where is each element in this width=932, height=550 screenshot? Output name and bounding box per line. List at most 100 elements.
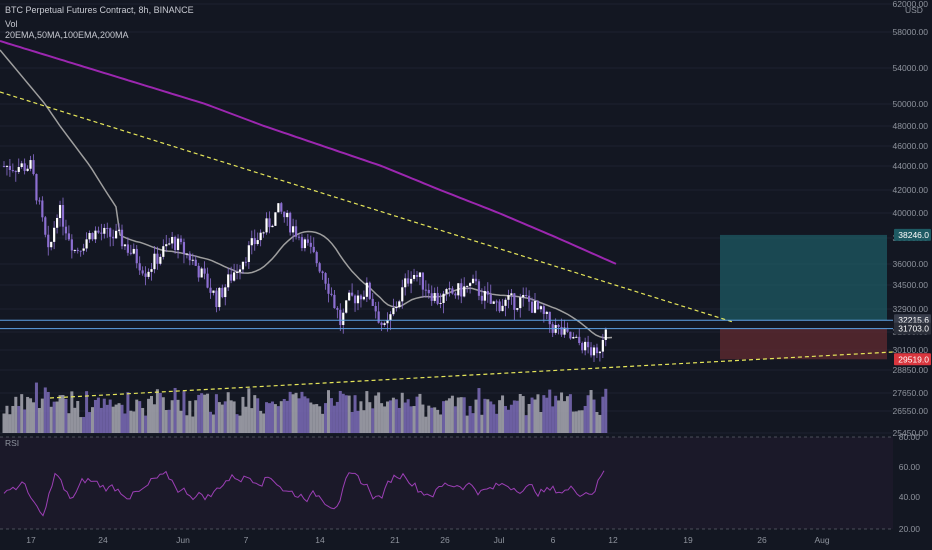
ma200-line bbox=[0, 40, 617, 265]
price-tick-label: 28850.00 bbox=[893, 365, 929, 375]
volume-bar bbox=[338, 390, 342, 433]
volume-bar bbox=[362, 410, 366, 433]
volume-bar bbox=[147, 398, 151, 433]
candle-body bbox=[457, 283, 460, 296]
volume-bar bbox=[226, 392, 230, 433]
candle-body bbox=[398, 301, 401, 308]
volume-bar bbox=[509, 404, 513, 433]
volume-bar bbox=[580, 410, 584, 433]
candle-body bbox=[144, 273, 147, 277]
price-tick-label: 48000.00 bbox=[893, 121, 929, 131]
volume-bar bbox=[335, 401, 339, 433]
candle-body bbox=[297, 236, 301, 238]
candle-body bbox=[436, 293, 439, 304]
candle-body bbox=[460, 283, 463, 297]
volume-bar bbox=[235, 414, 239, 433]
time-axis[interactable]: 17 24 Jun 7 14 21 26 Jul 6 12 19 26 Aug bbox=[26, 535, 830, 545]
volume-bar bbox=[453, 406, 457, 433]
candle-body bbox=[333, 294, 336, 309]
volume-bar bbox=[430, 407, 434, 433]
volume-bar bbox=[206, 393, 210, 433]
candle-body bbox=[557, 325, 560, 327]
time-tick-label: 21 bbox=[390, 535, 400, 545]
rsi-label: RSI bbox=[5, 438, 19, 448]
candle-body bbox=[439, 302, 442, 304]
candle-body bbox=[318, 263, 321, 272]
volume-bar bbox=[217, 402, 221, 433]
volume-bar bbox=[498, 400, 502, 433]
candle-body bbox=[575, 336, 578, 338]
price-tick-label: 50000.00 bbox=[893, 99, 929, 109]
price-tick-label: 62000.00 bbox=[893, 0, 929, 9]
volume-bar bbox=[282, 398, 286, 433]
candle-body bbox=[371, 298, 374, 306]
candle-body bbox=[271, 225, 274, 228]
candle-body bbox=[507, 295, 510, 300]
candle-body bbox=[300, 237, 304, 249]
candle-body bbox=[294, 226, 298, 237]
candle-body bbox=[516, 308, 519, 310]
candle-body bbox=[380, 322, 383, 325]
volume-bar bbox=[117, 403, 121, 433]
candle-body bbox=[123, 244, 127, 247]
candle-body bbox=[274, 212, 277, 226]
candle-body bbox=[227, 274, 230, 288]
candle-body bbox=[589, 347, 593, 356]
volume-bar bbox=[88, 412, 92, 433]
candle-body bbox=[44, 217, 47, 235]
volume-bar bbox=[126, 392, 130, 433]
volume-bar bbox=[506, 409, 510, 433]
candle-body bbox=[528, 295, 531, 302]
candle-body bbox=[126, 244, 129, 253]
time-tick-label: Jun bbox=[176, 535, 190, 545]
volume-bar bbox=[61, 395, 65, 433]
candle-body bbox=[132, 248, 135, 254]
candle-body bbox=[112, 236, 115, 239]
candle-body bbox=[466, 285, 469, 287]
volume-bar bbox=[456, 397, 460, 433]
volume-bar bbox=[11, 405, 15, 433]
volume-bar bbox=[412, 406, 416, 433]
candle-body bbox=[477, 281, 481, 296]
volume-bar bbox=[17, 406, 21, 433]
price-tick-label: 36000.00 bbox=[893, 259, 929, 269]
price-axis[interactable]: 62000.00 58000.00 54000.00 50000.00 48000.00… bbox=[893, 0, 932, 550]
volume-bar bbox=[265, 402, 269, 433]
volume-bar bbox=[604, 388, 608, 433]
volume-bar bbox=[495, 413, 499, 433]
candle-body bbox=[76, 249, 79, 251]
time-tick-label: 6 bbox=[551, 535, 556, 545]
candle-body bbox=[386, 320, 389, 324]
candle-body bbox=[498, 301, 501, 312]
volume-bar bbox=[465, 415, 469, 433]
candle-body bbox=[395, 307, 398, 309]
candle-body bbox=[194, 259, 197, 266]
volume-bar bbox=[214, 394, 218, 433]
volume-bar bbox=[23, 409, 27, 433]
volume-bar bbox=[312, 404, 316, 433]
rsi-band bbox=[0, 437, 893, 529]
volume-bar bbox=[577, 410, 581, 433]
candle-body bbox=[197, 265, 200, 278]
candle-body bbox=[581, 342, 584, 351]
candle-body bbox=[504, 299, 507, 306]
volume-bar bbox=[229, 400, 233, 433]
candle-body bbox=[563, 327, 566, 335]
volume-bar bbox=[380, 403, 384, 433]
candle-body bbox=[289, 212, 292, 233]
volume-bar bbox=[211, 414, 215, 433]
lower-trendline bbox=[49, 351, 894, 399]
volume-bar bbox=[155, 389, 159, 433]
candle-body bbox=[592, 347, 596, 356]
time-tick-label: 7 bbox=[244, 535, 249, 545]
candle-body bbox=[598, 351, 601, 354]
candle-body bbox=[471, 278, 475, 284]
candles bbox=[2, 154, 607, 363]
symbol-title[interactable]: BTC Perpetual Futures Contract, 8h, BINA… bbox=[5, 5, 194, 15]
candle-body bbox=[454, 293, 457, 296]
volume-bar bbox=[341, 393, 345, 433]
volume-bar bbox=[238, 415, 242, 433]
candle-body bbox=[522, 295, 525, 298]
